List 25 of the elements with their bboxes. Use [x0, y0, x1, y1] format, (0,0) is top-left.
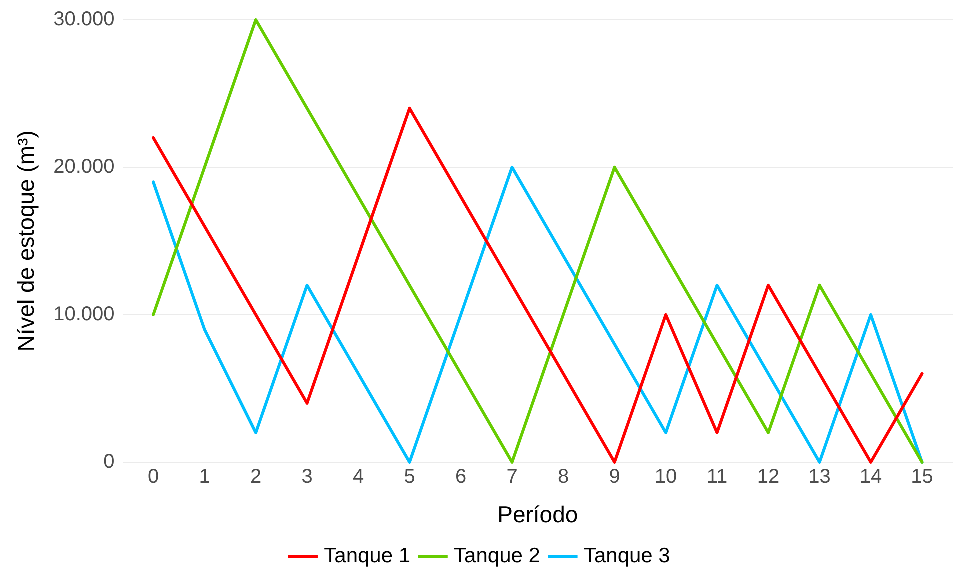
- legend-label: Tanque 1: [324, 544, 411, 568]
- x-tick-label: 3: [302, 466, 313, 488]
- x-tick-label: 9: [609, 466, 620, 488]
- x-tick-label: 8: [558, 466, 570, 488]
- y-axis-title: Nível de estoque (m³): [13, 130, 40, 352]
- x-tick-label: 0: [148, 466, 160, 488]
- x-tick-label: 5: [404, 466, 416, 488]
- x-tick-label: 1: [199, 466, 210, 488]
- x-tick-label: 10: [654, 466, 678, 488]
- x-tick-label: 12: [757, 466, 780, 488]
- legend-label: Tanque 3: [584, 544, 670, 568]
- y-tick-label: 20.000: [54, 156, 115, 178]
- legend-label: Tanque 2: [454, 544, 540, 568]
- x-tick-label: 13: [808, 466, 831, 488]
- x-tick-label: 2: [250, 466, 262, 488]
- x-tick-label: 14: [860, 466, 882, 488]
- x-axis-title: Período: [498, 502, 578, 528]
- y-tick-label: 30.000: [54, 8, 115, 31]
- x-tick-label: 6: [455, 466, 467, 488]
- x-tick-label: 4: [352, 466, 364, 488]
- x-tick-label: 11: [706, 466, 728, 488]
- x-tick-label: 15: [911, 466, 934, 488]
- y-tick-label: 0: [104, 450, 115, 473]
- x-tick-label: 7: [506, 466, 518, 488]
- y-tick-label: 10.000: [54, 303, 115, 326]
